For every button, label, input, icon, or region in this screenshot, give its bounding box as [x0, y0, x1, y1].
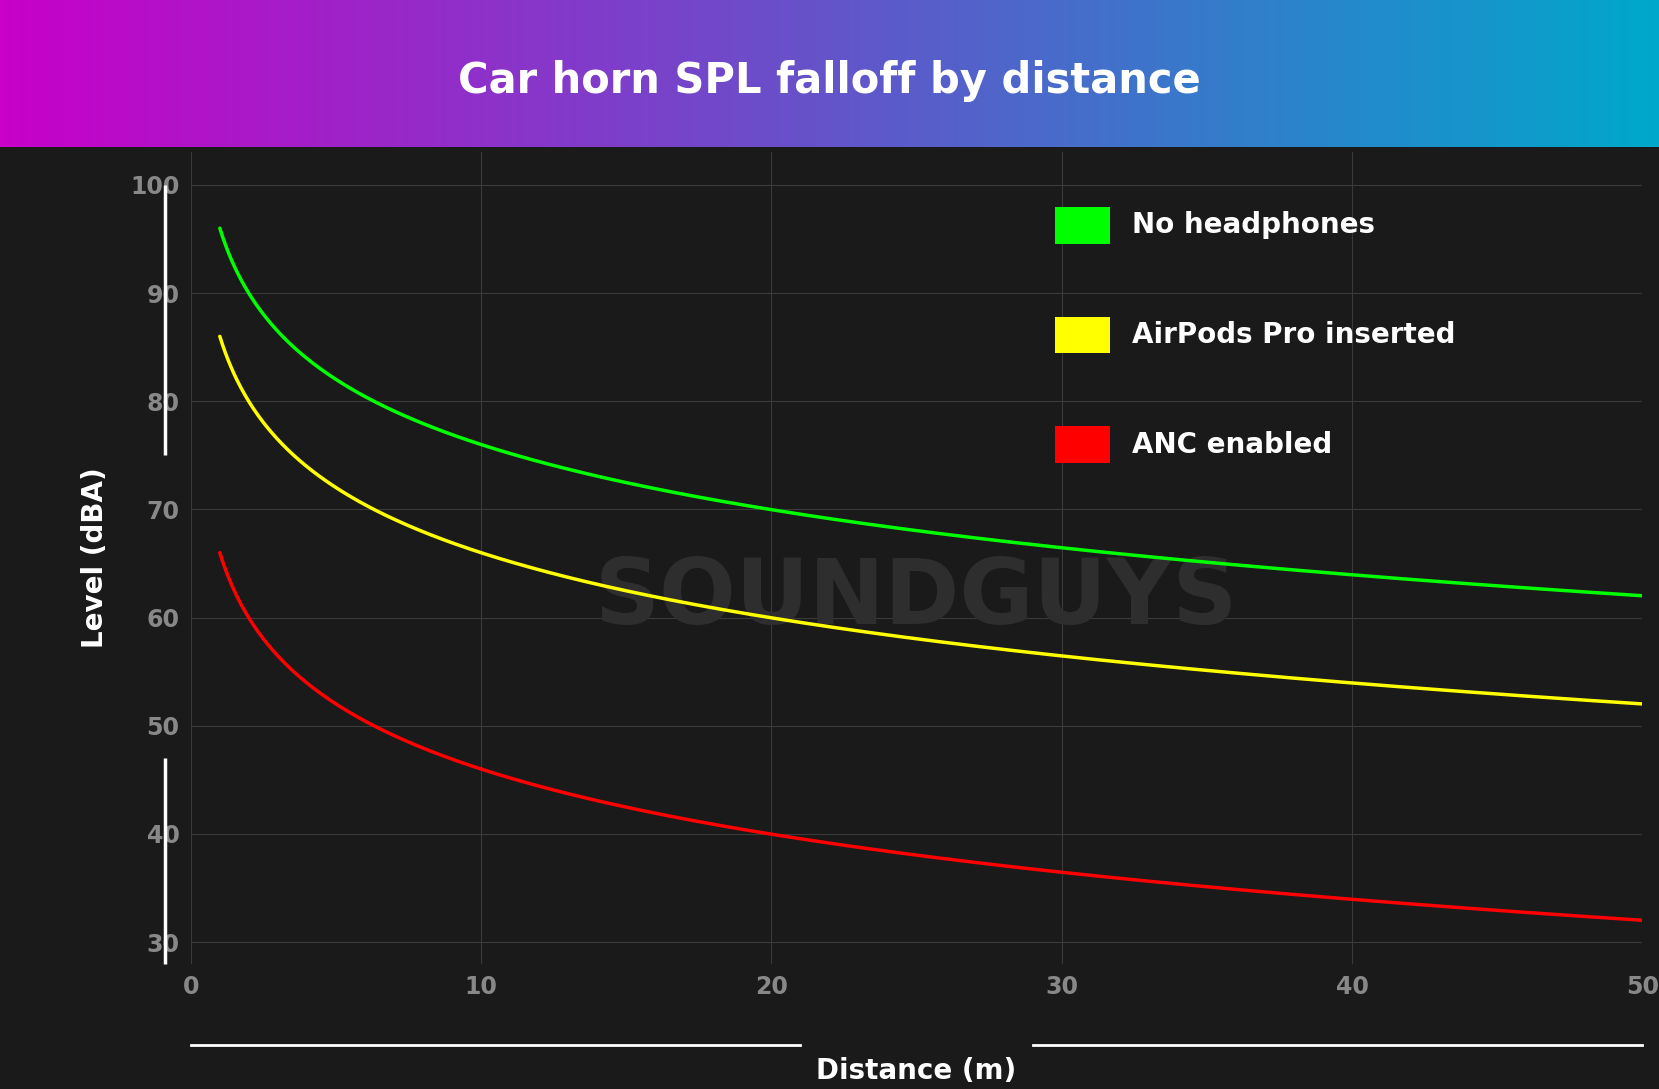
Text: SOUNDGUYS: SOUNDGUYS [596, 554, 1238, 643]
Y-axis label: Level (dBA): Level (dBA) [81, 468, 109, 648]
Text: AirPods Pro inserted: AirPods Pro inserted [1131, 321, 1455, 348]
Text: ANC enabled: ANC enabled [1131, 430, 1332, 458]
FancyBboxPatch shape [1055, 426, 1110, 463]
FancyBboxPatch shape [1055, 317, 1110, 353]
FancyBboxPatch shape [1055, 207, 1110, 244]
X-axis label: Distance (m): Distance (m) [816, 1057, 1017, 1086]
Text: No headphones: No headphones [1131, 211, 1375, 240]
Text: Car horn SPL falloff by distance: Car horn SPL falloff by distance [458, 60, 1201, 102]
